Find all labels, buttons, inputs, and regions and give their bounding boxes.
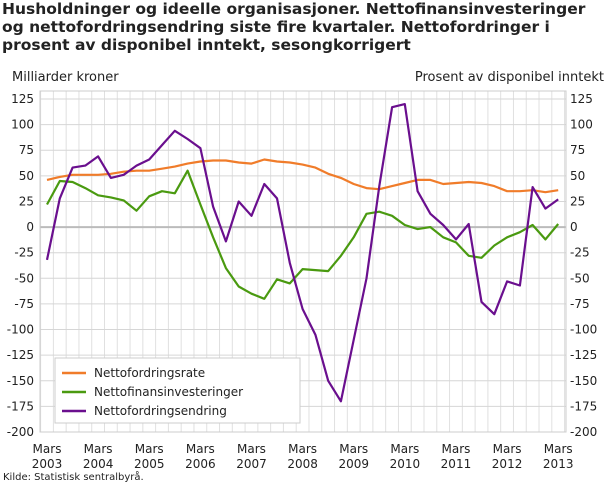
y-tick-label-right: -100 (570, 323, 597, 337)
x-tick-label-year: 2005 (134, 457, 165, 471)
right-axis-label: Prosent av disponibel inntekt (414, 70, 604, 85)
x-tick-label-year: 2011 (441, 457, 472, 471)
x-tick-label-month: Mars (339, 442, 368, 456)
x-tick-label-year: 2006 (185, 457, 216, 471)
x-tick-label-month: Mars (288, 442, 317, 456)
series-line-0 (46, 158, 559, 194)
x-tick-label-year: 2003 (32, 457, 63, 471)
x-tick-label-month: Mars (135, 442, 164, 456)
y-tick-label-right: -50 (570, 271, 590, 285)
x-tick-label-month: Mars (237, 442, 266, 456)
y-tick-label-left: -50 (14, 271, 34, 285)
x-tick-label-month: Mars (390, 442, 419, 456)
x-tick-label-year: 2010 (390, 457, 421, 471)
y-tick-label-right: 50 (570, 169, 585, 183)
y-tick-label-right: -125 (570, 348, 597, 362)
y-tick-label-right: -25 (570, 246, 590, 260)
x-tick-label-month: Mars (544, 442, 573, 456)
y-tick-label-left: 100 (11, 118, 34, 132)
legend: Nettofordringsrate Nettofinansinvestering… (54, 357, 301, 424)
x-tick-label-month: Mars (442, 442, 471, 456)
legend-label: Nettofinansinvesteringer (94, 385, 243, 399)
y-tick-label-right: -200 (570, 425, 597, 439)
x-tick-label-year: 2004 (83, 457, 114, 471)
y-tick-label-left: -75 (14, 297, 34, 311)
legend-label: Nettofordringsrate (94, 366, 205, 380)
y-tick-label-right: 125 (570, 92, 593, 106)
y-tick-label-right: -150 (570, 374, 597, 388)
y-tick-label-right: -75 (570, 297, 590, 311)
y-tick-label-right: 75 (570, 143, 585, 157)
x-tick-label-year: 2012 (492, 457, 523, 471)
y-tick-label-left: 0 (26, 220, 34, 234)
y-tick-label-right: -175 (570, 399, 597, 413)
y-tick-label-left: 125 (11, 92, 34, 106)
y-tick-label-left: -25 (14, 246, 34, 260)
x-tick-label-month: Mars (33, 442, 62, 456)
y-tick-label-left: -150 (7, 374, 34, 388)
chart-title: Husholdninger og ideelle organisasjoner.… (2, 0, 586, 54)
x-tick-label-year: 2008 (287, 457, 318, 471)
y-tick-label-left: 25 (19, 194, 34, 208)
x-tick-label-month: Mars (84, 442, 113, 456)
y-tick-label-left: -100 (7, 323, 34, 337)
y-tick-label-right: 0 (570, 220, 578, 234)
x-tick-label-month: Mars (493, 442, 522, 456)
plot-frame (39, 90, 567, 433)
series-line-2 (45, 102, 559, 403)
source-note: Kilde: Statistisk sentralbyrå. (3, 472, 144, 483)
y-tick-label-left: -125 (7, 348, 34, 362)
y-tick-label-right: 100 (570, 118, 593, 132)
y-tick-label-left: 75 (19, 143, 34, 157)
y-tick-label-left: -200 (7, 425, 34, 439)
x-tick-label-month: Mars (186, 442, 215, 456)
y-tick-label-right: 25 (570, 194, 585, 208)
x-tick-label-year: 2013 (543, 457, 574, 471)
y-tick-label-left: 50 (19, 169, 34, 183)
x-tick-label-year: 2009 (338, 457, 369, 471)
legend-label: Nettofordringsendring (94, 404, 227, 418)
left-axis-label: Milliarder kroner (12, 70, 119, 85)
x-tick-label-year: 2007 (236, 457, 267, 471)
y-tick-label-left: -175 (7, 399, 34, 413)
series-line-1 (46, 169, 560, 300)
